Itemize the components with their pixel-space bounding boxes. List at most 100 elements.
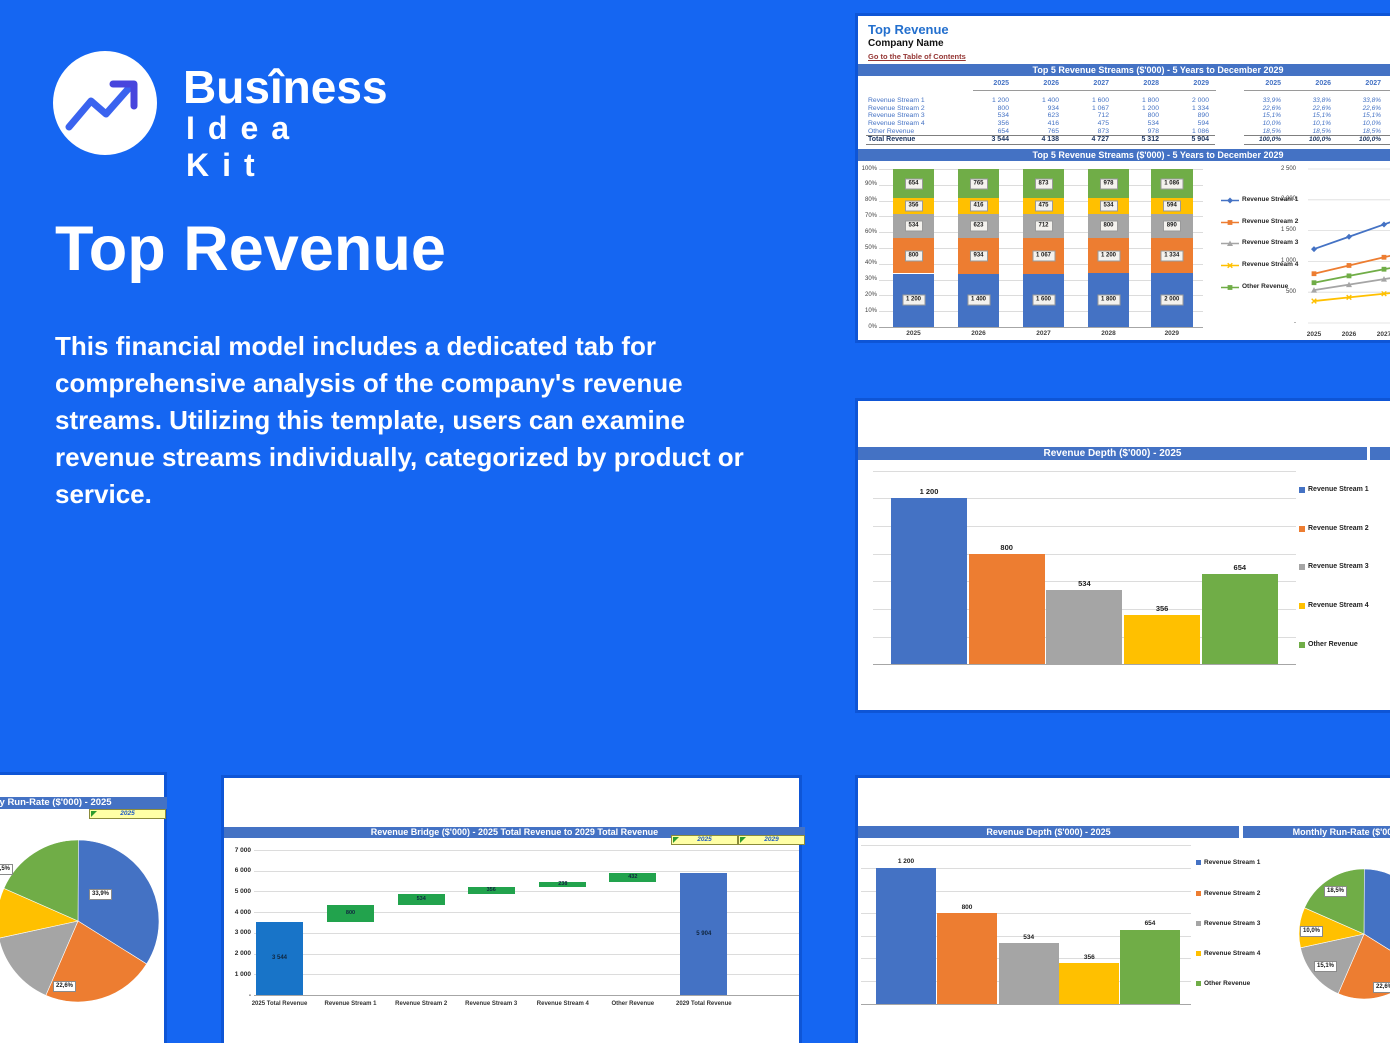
panel-depth-and-run-rate: Revenue Depth ($'000) - 2025 Monthly Run… (855, 775, 1390, 1043)
legend-label: Other Revenue (1204, 979, 1251, 987)
gridline (254, 912, 799, 914)
legend-swatch-icon (1196, 920, 1201, 926)
gridline (973, 89, 1216, 91)
total-value: 3 544 (991, 135, 1009, 143)
data-label: 432 (628, 874, 638, 881)
marker-triangle-icon (1346, 281, 1352, 288)
marker-square-icon (1381, 254, 1387, 260)
y-axis-label: 500 (1285, 288, 1296, 295)
data-label: 765 (969, 178, 988, 190)
y-axis-label: 90% (864, 181, 877, 188)
x-axis-label: Revenue Stream 1 (324, 1001, 377, 1007)
dropdown-corner-icon (740, 837, 746, 843)
gridline (872, 470, 1296, 472)
y-axis-label: 7 000 (234, 846, 251, 854)
y-axis-label: 2 000 (1280, 196, 1296, 203)
bar (327, 905, 374, 922)
y-axis-label: 6 000 (234, 867, 251, 875)
cell-pct: 15,1% (1312, 112, 1331, 120)
cell-value: 2 000 (1191, 97, 1209, 104)
bridge-start-year-dropdown[interactable]: 2025 (671, 835, 738, 845)
pie-data-label: 22,6% (53, 981, 77, 992)
y-axis-label: 80% (864, 197, 877, 204)
data-label: 238 (558, 881, 568, 888)
cell-value: 873 (1097, 127, 1109, 135)
gridline (872, 498, 1296, 500)
bar (1201, 573, 1278, 665)
gridline (872, 581, 1296, 583)
bar (937, 913, 997, 1004)
legend-label: Revenue Stream 4 (1242, 261, 1299, 268)
bridge-end-year-dropdown[interactable]: 2029 (738, 835, 805, 845)
bridge-start-year-value: 2025 (697, 836, 712, 843)
data-label: 534 (1099, 200, 1118, 212)
trend-arrow-icon (65, 80, 138, 131)
run-rate-title-bar: Monthly Run-Rate ($'000) - 2025 (0, 797, 167, 809)
data-label: 534 (1078, 579, 1091, 589)
legend-label: Revenue Stream 1 (1308, 486, 1369, 493)
cell-value: 890 (1197, 112, 1209, 120)
bar (680, 872, 728, 995)
data-label: 800 (961, 903, 973, 911)
company-name: Company Name (868, 38, 944, 49)
legend-label: Revenue Stream 4 (1204, 949, 1261, 957)
cell-pct: 18,5% (1312, 127, 1331, 135)
bridge-title: Revenue Bridge ($'000) - 2025 Total Reve… (370, 827, 659, 837)
page-description: This financial model includes a dedicate… (55, 331, 744, 509)
total-pct: 100,0% (1258, 135, 1281, 143)
cell-value: 800 (997, 104, 1009, 112)
depth-title: Revenue Depth ($'000) - 2025 (1043, 448, 1182, 459)
marker-x-icon (1311, 298, 1317, 304)
depth-small-title: Revenue Depth ($'000) - 2025 (986, 827, 1111, 837)
bridge-end-year-value: 2029 (764, 836, 779, 843)
gridline (254, 870, 799, 872)
gridline (1244, 144, 1390, 146)
legend-swatch-icon (1196, 980, 1201, 986)
gridline (866, 134, 1215, 136)
cell-value: 1 200 (1141, 104, 1159, 112)
data-label: 873 (1034, 178, 1053, 190)
y-axis-label: 100% (861, 165, 877, 172)
x-axis-label: 2025 (906, 330, 921, 337)
cell-pct: 15,1% (1262, 112, 1281, 120)
data-label: 1 334 (1160, 250, 1184, 262)
gridline (861, 845, 1191, 847)
cell-value: 1 400 (1041, 97, 1059, 104)
page-title: Top Revenue (55, 214, 446, 284)
marker-diamond-icon (1311, 246, 1317, 253)
gridline (866, 144, 1215, 146)
gridline (861, 935, 1191, 937)
pie-data-label: 10,0% (1300, 926, 1324, 937)
pie-chart (0, 839, 160, 1003)
legend-line-icon (1221, 240, 1239, 246)
year-header: 2026 (1315, 80, 1331, 87)
year-selector-dropdown[interactable]: 2025 (89, 809, 166, 819)
cell-pct: 22,6% (1312, 104, 1331, 112)
data-label: 800 (1000, 542, 1013, 552)
legend-label: Revenue Stream 2 (1308, 524, 1369, 532)
data-label: 1 200 (901, 294, 926, 306)
legend-label: Revenue Stream 2 (1242, 218, 1299, 225)
x-axis-label: 2029 Total Revenue (676, 1001, 732, 1007)
cell-pct: 10,1% (1312, 120, 1331, 128)
total-value: 5 904 (1191, 135, 1209, 143)
legend-swatch-icon (1196, 859, 1201, 865)
bridge-title-bar: Revenue Bridge ($'000) - 2025 Total Reve… (224, 827, 805, 838)
x-axis-label: Revenue Stream 4 (536, 1001, 589, 1007)
gridline (254, 850, 799, 851)
legend-label: Revenue Stream 1 (1242, 196, 1299, 203)
data-label: 1 200 (919, 487, 939, 497)
y-axis-label: 0% (868, 323, 877, 330)
gridline (861, 913, 1191, 915)
legend-line-icon (1221, 220, 1239, 225)
data-label: 1 600 (1031, 294, 1056, 306)
data-label: 890 (1162, 220, 1181, 232)
gridline (1244, 134, 1390, 136)
cell-value: 534 (997, 112, 1009, 120)
pie-data-label: 33,9% (89, 889, 113, 900)
data-label: 2 000 (1160, 294, 1184, 306)
monthly-run-rate-title-bar: Monthly Run-Rate ($'000) - 2025 (1243, 826, 1390, 838)
marker-diamond-icon (1381, 221, 1387, 228)
toc-link[interactable]: Go to the Table of Contents (868, 52, 966, 61)
data-label: 534 (904, 220, 923, 232)
